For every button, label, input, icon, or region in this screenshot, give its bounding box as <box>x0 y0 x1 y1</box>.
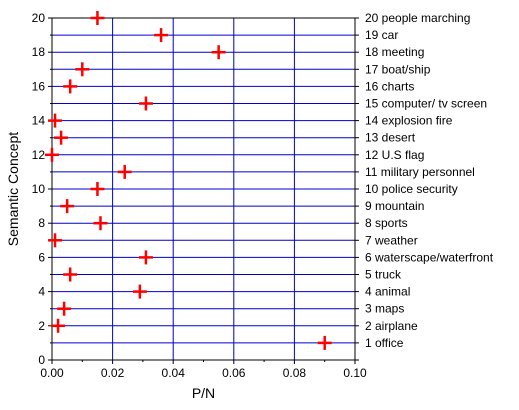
y-tick-label: 16 <box>32 79 46 93</box>
category-label: 8 sports <box>365 216 408 230</box>
category-label: 14 explosion fire <box>365 114 453 128</box>
category-label: 10 police security <box>365 182 458 196</box>
x-tick-label: 0.00 <box>40 366 64 380</box>
data-point <box>48 113 63 128</box>
category-label: 17 boat/ship <box>365 62 431 76</box>
category-label: 5 truck <box>365 268 402 282</box>
data-point <box>48 233 63 248</box>
x-tick-label: 0.10 <box>343 366 367 380</box>
data-point <box>93 216 108 231</box>
data-point <box>211 45 226 60</box>
data-point <box>54 130 69 145</box>
category-label: 9 mountain <box>365 199 424 213</box>
y-tick-label: 6 <box>38 250 45 264</box>
y-tick-label: 18 <box>32 45 46 59</box>
category-label: 7 weather <box>365 233 418 247</box>
category-label: 18 meeting <box>365 45 424 59</box>
category-label: 15 computer/ tv screen <box>365 97 487 111</box>
axis-ticks: 0.00 0.02 0.04 0.06 0.08 0.10 0 2 4 6 8 10 12 14 16 18 2… <box>32 11 367 380</box>
data-point <box>51 318 66 333</box>
category-label: 1 office <box>365 336 404 350</box>
category-label: 11 military personnel <box>365 165 475 179</box>
x-tick-label: 0.04 <box>162 366 186 380</box>
y-tick-label: 10 <box>32 182 46 196</box>
y-tick-label: 0 <box>38 353 45 367</box>
data-point <box>154 28 169 43</box>
y-tick-label: 4 <box>38 285 45 299</box>
category-label: 20 people marching <box>365 11 470 25</box>
x-tick-label: 0.08 <box>283 366 307 380</box>
data-point <box>75 62 90 77</box>
data-point <box>138 250 153 265</box>
category-label: 4 animal <box>365 285 410 299</box>
category-label: 13 desert <box>365 131 416 145</box>
y-tick-label: 14 <box>32 114 46 128</box>
data-point <box>90 11 105 25</box>
y-tick-label: 8 <box>38 216 45 230</box>
category-label: 2 airplane <box>365 319 418 333</box>
data-point <box>60 199 75 214</box>
x-axis-title: P/N <box>192 385 215 401</box>
category-label: 12 U.S flag <box>365 148 424 162</box>
category-label: 6 waterscape/waterfront <box>365 250 494 264</box>
category-label: 19 car <box>365 28 398 42</box>
data-points <box>45 11 332 350</box>
data-point <box>63 79 78 94</box>
data-point <box>117 164 132 179</box>
data-point <box>45 147 59 162</box>
data-point <box>138 96 153 111</box>
category-label: 16 charts <box>365 79 414 93</box>
y-tick-label: 20 <box>32 11 46 25</box>
data-point <box>317 335 332 350</box>
category-labels: 1 office 2 airplane 3 maps 4 animal 5 truck 6… <box>365 11 494 350</box>
x-tick-label: 0.06 <box>222 366 246 380</box>
data-point <box>132 284 147 299</box>
x-tick-label: 0.02 <box>101 366 125 380</box>
data-point <box>90 182 105 196</box>
y-axis-title: Semantic Concept <box>5 132 21 247</box>
category-label: 3 maps <box>365 302 404 316</box>
y-tick-label: 2 <box>38 319 45 333</box>
y-tick-label: 12 <box>32 148 46 162</box>
data-point <box>57 301 72 316</box>
data-point <box>63 267 78 282</box>
